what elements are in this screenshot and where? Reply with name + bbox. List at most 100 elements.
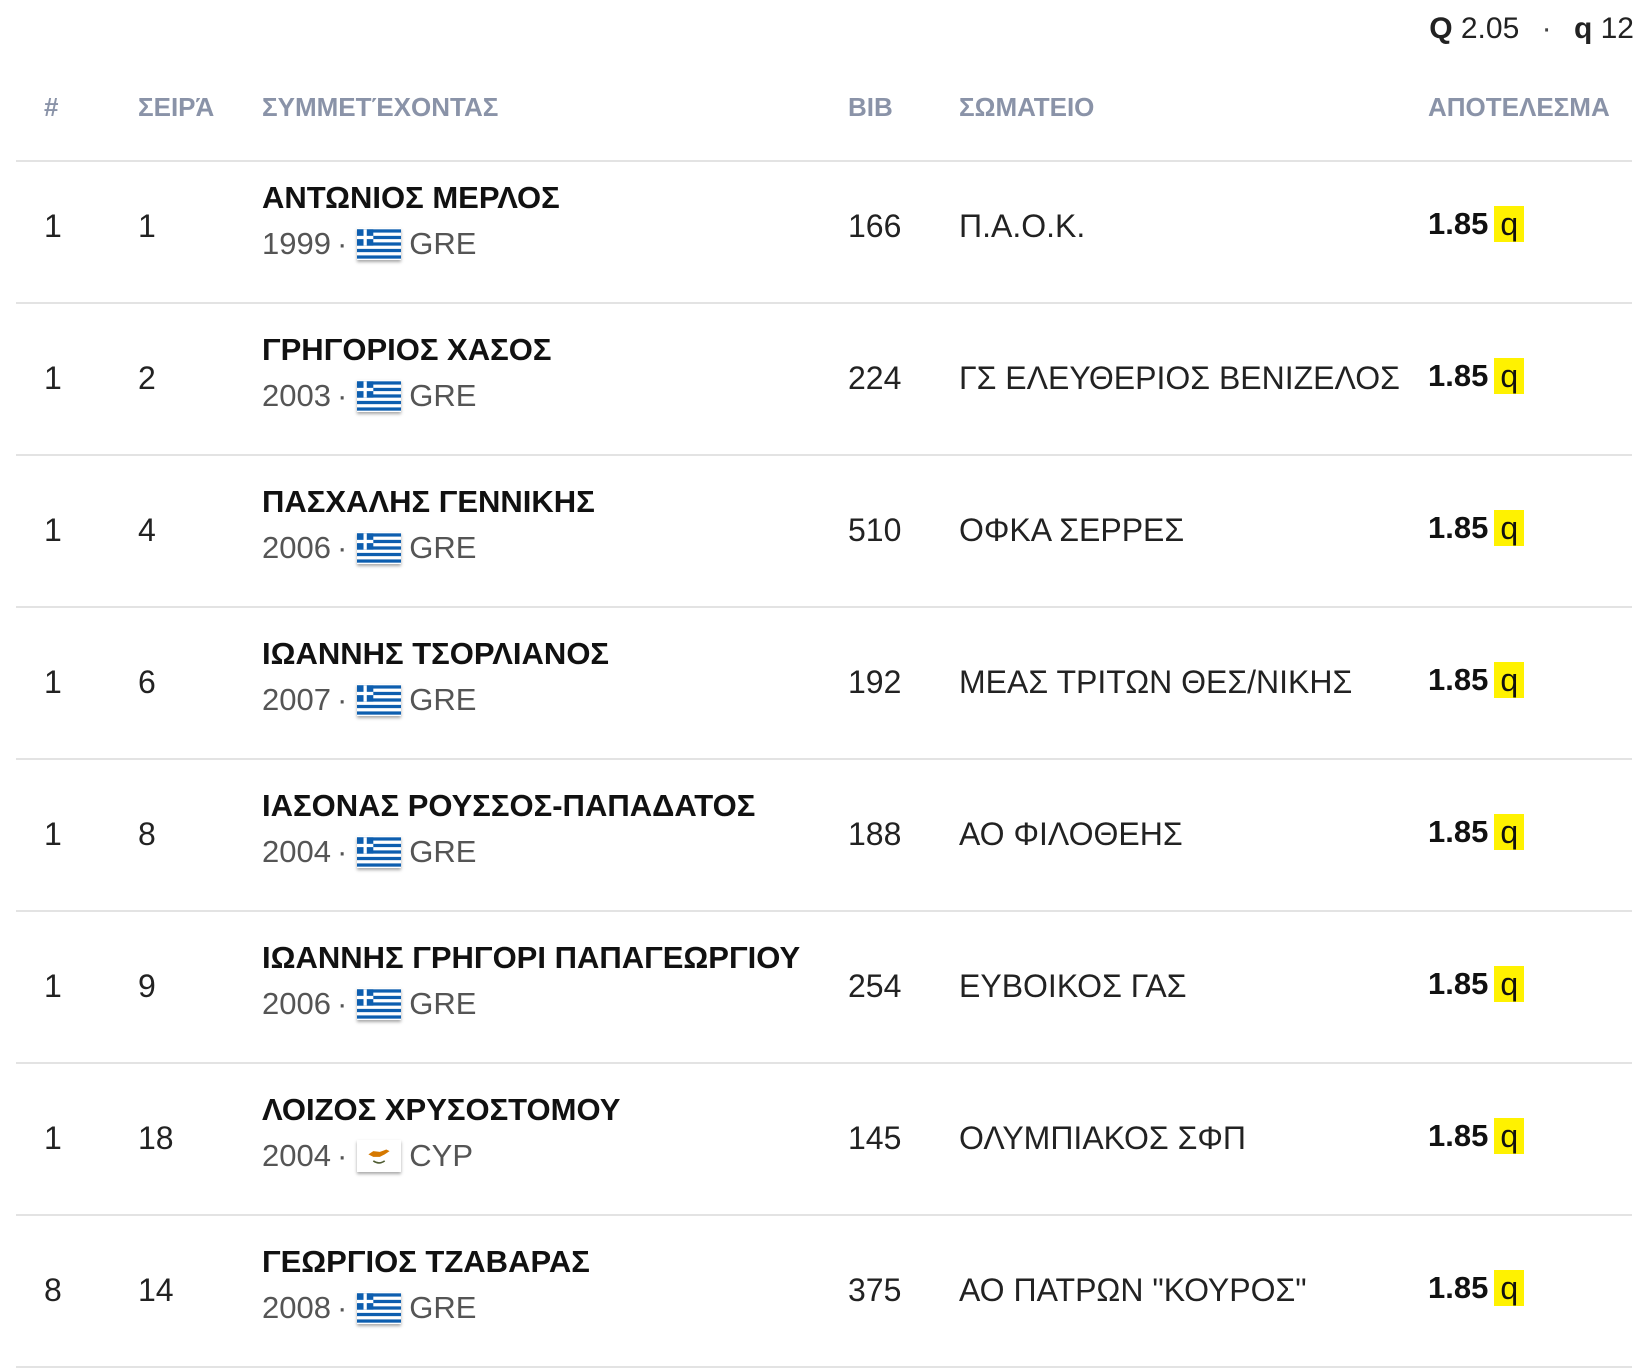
meta-separator: · [336,226,348,261]
club-cell: ΑΟ ΠΑΤΡΩΝ "ΚΟΥΡΟΣ" [959,1272,1307,1308]
column-header-result[interactable]: ΑΠΟΤΕΛΕΣΜΑ [1428,92,1610,122]
table-row[interactable]: 1 8 ΙΑΣΟΝΑΣ ΡΟΥΣΣΟΣ-ΠΑΠΑΔΑΤΟΣ 2004 · GRE… [16,760,1632,912]
qualified-badge: q [1494,1270,1525,1306]
greece-flag-icon [357,1292,402,1324]
column-header-club[interactable]: ΣΩΜΑΤΕΙΟ [959,92,1095,122]
birth-year: 1999 [262,226,331,261]
birth-year: 2003 [262,378,331,413]
meta-separator: · [336,1138,348,1173]
meta-separator: · [336,530,348,565]
country-code: GRE [409,1290,477,1325]
cyprus-flag-icon [357,1140,402,1172]
athlete-name[interactable]: ΙΩΑΝΝΗΣ ΤΣΟΡΛΙΑΝΟΣ [262,636,610,671]
column-header-rank[interactable]: # [44,92,59,122]
table-row[interactable]: 1 18 ΛΟΙΖΟΣ ΧΡΥΣΟΣΤΟΜΟΥ 2004 · CYP 145 Ο… [16,1064,1632,1216]
summary-separator: · [1541,12,1552,45]
rank-cell: 1 [44,360,62,396]
qualified-badge: q [1494,1118,1525,1154]
club-cell: ΜΕΑΣ ΤΡΙΤΩΝ ΘΕΣ/ΝΙΚΗΣ [959,664,1353,700]
meta-separator: · [336,1290,348,1325]
table-row[interactable]: 1 6 ΙΩΑΝΝΗΣ ΤΣΟΡΛΙΑΝΟΣ 2007 · GRE 192 ΜΕ… [16,608,1632,760]
greece-flag-icon [357,228,402,260]
heat-cell: 18 [138,1120,174,1156]
athlete-name[interactable]: ΙΑΣΟΝΑΣ ΡΟΥΣΣΟΣ-ΠΑΠΑΔΑΤΟΣ [262,788,756,823]
heat-cell: 8 [138,816,156,852]
athlete-name[interactable]: ΓΕΩΡΓΙΟΣ ΤΖΑΒΑΡΑΣ [262,1244,590,1279]
small-q-value: 12 [1600,12,1634,45]
result-value: 1.85 [1428,966,1489,1001]
result-value: 1.85 [1428,1270,1489,1305]
table-row[interactable]: 8 14 ΓΕΩΡΓΙΟΣ ΤΖΑΒΑΡΑΣ 2008 · GRE 375 ΑΟ… [16,1216,1632,1368]
result-value: 1.85 [1428,814,1489,849]
qualification-summary: Q 2.05 · q 12 [1429,12,1634,46]
rank-cell: 8 [44,1272,62,1308]
result-value: 1.85 [1428,1118,1489,1153]
bib-cell: 375 [848,1272,902,1308]
heat-cell: 6 [138,664,156,700]
table-row[interactable]: 1 9 ΙΩΑΝΝΗΣ ΓΡΗΓΟΡΙ ΠΑΠΑΓΕΩΡΓΙΟΥ 2006 · … [16,912,1632,1064]
qualified-badge: q [1494,966,1525,1002]
athlete-name[interactable]: ΙΩΑΝΝΗΣ ΓΡΗΓΟΡΙ ΠΑΠΑΓΕΩΡΓΙΟΥ [262,940,801,975]
birth-year: 2006 [262,530,331,565]
bib-cell: 145 [848,1120,902,1156]
athlete-meta: 2004 · GRE [262,834,476,870]
result-cell: 1.85 q [1428,1270,1525,1306]
birth-year: 2006 [262,986,331,1021]
greece-flag-icon [357,532,402,564]
table-row[interactable]: 1 1 ΑΝΤΩΝΙΟΣ ΜΕΡΛΟΣ 1999 · GRE 166 Π.Α.Ο… [16,152,1632,304]
result-cell: 1.85 q [1428,510,1525,546]
bib-cell: 254 [848,968,902,1004]
athlete-name[interactable]: ΛΟΙΖΟΣ ΧΡΥΣΟΣΤΟΜΟΥ [262,1092,621,1127]
result-cell: 1.85 q [1428,966,1525,1002]
result-value: 1.85 [1428,662,1489,697]
greece-flag-icon [357,988,402,1020]
country-code: GRE [409,834,477,869]
qualified-badge: q [1494,662,1525,698]
bib-cell: 510 [848,512,902,548]
country-code: GRE [409,226,477,261]
heat-cell: 9 [138,968,156,1004]
column-header-heat[interactable]: ΣΕΙΡΆ [138,92,215,122]
birth-year: 2008 [262,1290,331,1325]
result-cell: 1.85 q [1428,1118,1525,1154]
country-code: GRE [409,986,477,1021]
athlete-meta: 2006 · GRE [262,986,476,1022]
greece-flag-icon [357,836,402,868]
country-code: GRE [409,682,477,717]
greece-flag-icon [357,684,402,716]
rank-cell: 1 [44,664,62,700]
meta-separator: · [336,834,348,869]
qualified-badge: q [1494,206,1525,242]
athlete-name[interactable]: ΓΡΗΓΟΡΙΟΣ ΧΑΣΟΣ [262,332,552,367]
table-row[interactable]: 1 2 ΓΡΗΓΟΡΙΟΣ ΧΑΣΟΣ 2003 · GRE 224 ΓΣ ΕΛ… [16,304,1632,456]
athlete-meta: 2007 · GRE [262,682,476,718]
birth-year: 2004 [262,834,331,869]
club-cell: ΟΦΚΑ ΣΕΡΡΕΣ [959,512,1185,548]
qualified-badge: q [1494,510,1525,546]
athlete-meta: 2008 · GRE [262,1290,476,1326]
heat-cell: 14 [138,1272,174,1308]
qualified-badge: q [1494,358,1525,394]
qualified-badge: q [1494,814,1525,850]
greece-flag-icon [357,380,402,412]
bib-cell: 192 [848,664,902,700]
athlete-name[interactable]: ΠΑΣΧΑΛΗΣ ΓΕΝΝΙΚΗΣ [262,484,595,519]
birth-year: 2007 [262,682,331,717]
rank-cell: 1 [44,816,62,852]
column-header-bib[interactable]: BIB [848,92,893,122]
athlete-name[interactable]: ΑΝΤΩΝΙΟΣ ΜΕΡΛΟΣ [262,180,560,215]
athlete-meta: 1999 · GRE [262,226,476,262]
result-cell: 1.85 q [1428,206,1525,242]
result-value: 1.85 [1428,206,1489,241]
result-value: 1.85 [1428,510,1489,545]
club-cell: ΕΥΒΟΙΚΟΣ ΓΑΣ [959,968,1187,1004]
athlete-meta: 2006 · GRE [262,530,476,566]
result-cell: 1.85 q [1428,814,1525,850]
bib-cell: 224 [848,360,902,396]
table-header: # ΣΕΙΡΆ ΣΥΜΜΕΤΈΧΟΝΤΑΣ BIB ΣΩΜΑΤΕΙΟ ΑΠΟΤΕ… [16,82,1632,162]
table-row[interactable]: 1 4 ΠΑΣΧΑΛΗΣ ΓΕΝΝΙΚΗΣ 2006 · GRE 510 ΟΦΚ… [16,456,1632,608]
club-cell: ΟΛΥΜΠΙΑΚΟΣ ΣΦΠ [959,1120,1246,1156]
q-value: 2.05 [1460,12,1520,45]
result-cell: 1.85 q [1428,662,1525,698]
column-header-athlete[interactable]: ΣΥΜΜΕΤΈΧΟΝΤΑΣ [262,92,499,122]
